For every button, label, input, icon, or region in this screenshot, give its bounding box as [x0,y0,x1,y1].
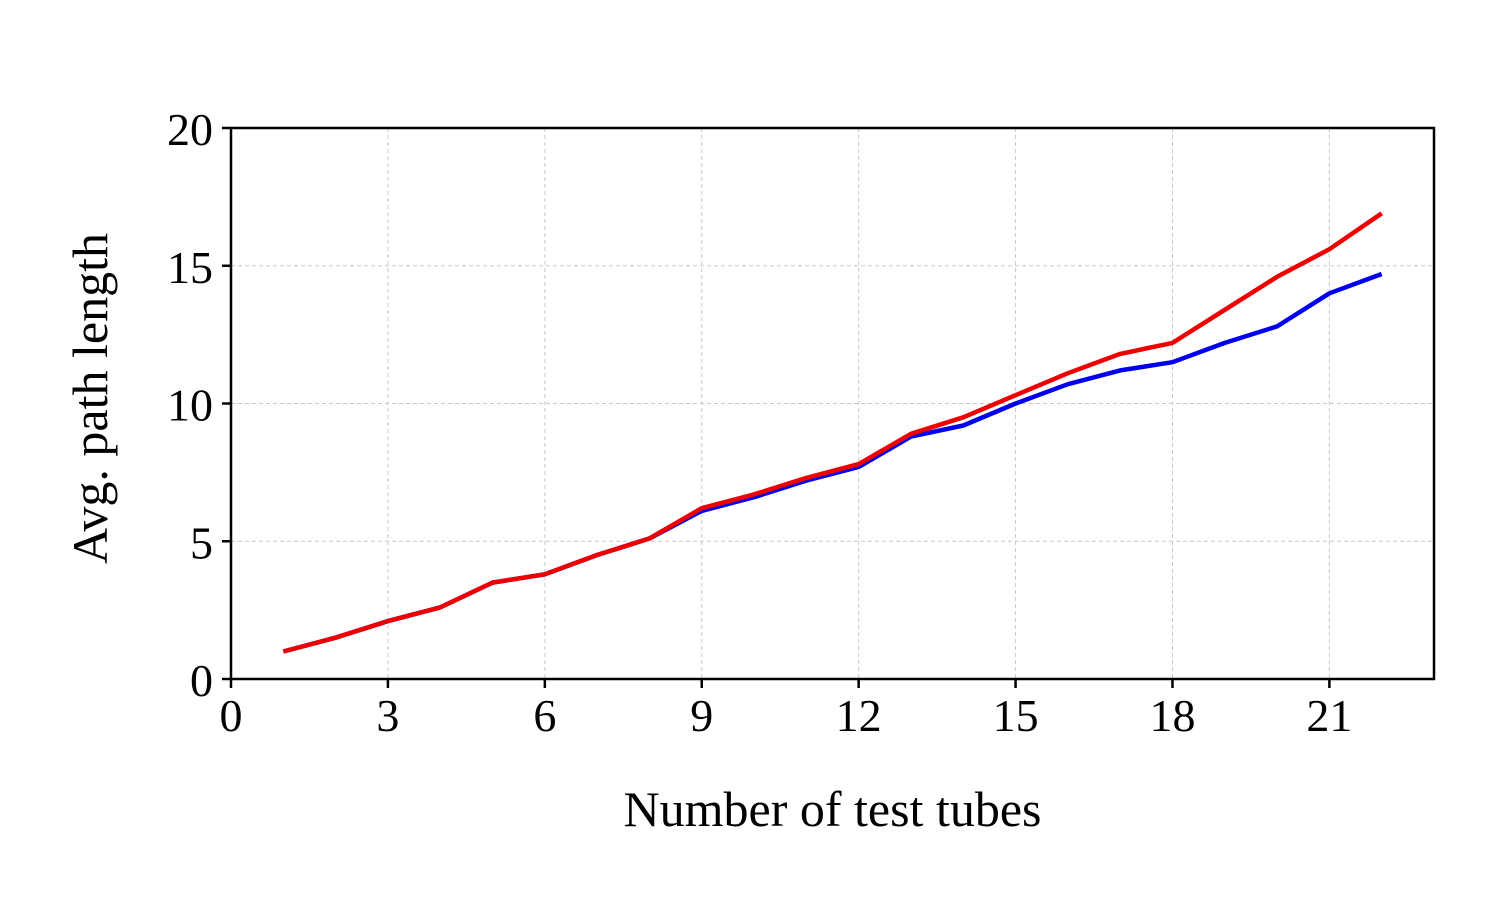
series-line-1 [282,271,1383,654]
x-tick-label: 12 [836,690,882,741]
x-tick-label: 21 [1306,690,1352,741]
y-tick-label: 5 [190,517,213,568]
grid-layer [230,127,1434,680]
x-tick-label: 18 [1149,690,1195,741]
y-tick-label: 20 [167,104,213,155]
x-tick-label: 3 [376,690,399,741]
y-tick-label: 10 [167,380,213,431]
y-tick-label: 0 [190,655,213,706]
x-tick-label: 15 [993,690,1039,741]
y-tick-label: 15 [167,242,213,293]
series-line-2 [282,211,1383,654]
y-axis-title: Avg. path length [62,233,118,564]
x-tick-label: 9 [690,690,713,741]
series-layer [282,211,1383,654]
x-tick-label: 0 [220,690,243,741]
x-axis-title: Number of test tubes [624,781,1042,837]
tick-layer: 0 3 6 9 12 15 18 21 0 5 10 15 20 [167,104,1352,741]
x-tick-label: 6 [533,690,556,741]
